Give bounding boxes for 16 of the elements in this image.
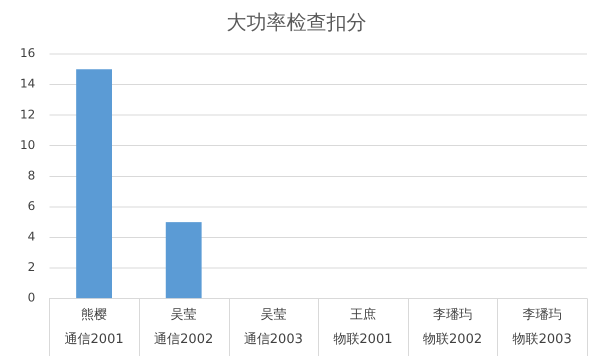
y-tick-label: 2	[28, 260, 36, 274]
x-tick-label: 吴莹通信2003	[244, 307, 303, 348]
y-tick-label: 4	[28, 230, 36, 244]
y-tick-label: 16	[20, 46, 36, 60]
x-tick-label: 熊樱通信2001	[64, 307, 124, 348]
y-tick-label: 12	[20, 107, 36, 122]
y-tick-label: 8	[28, 168, 36, 182]
x-tick-label: 吴莹通信2002	[154, 307, 214, 348]
x-tick-label: 王庶物联2001	[333, 306, 392, 348]
chart-title: 大功率检查扣分	[226, 10, 366, 34]
x-tick-label: 李璠玙物联2002	[423, 307, 482, 348]
x-tick-label: 李璠玙物联2003	[512, 307, 572, 348]
y-tick-label: 0	[28, 290, 36, 305]
y-tick-label: 10	[20, 138, 36, 152]
y-tick-label: 6	[28, 199, 36, 213]
y-tick-label: 14	[20, 76, 36, 91]
